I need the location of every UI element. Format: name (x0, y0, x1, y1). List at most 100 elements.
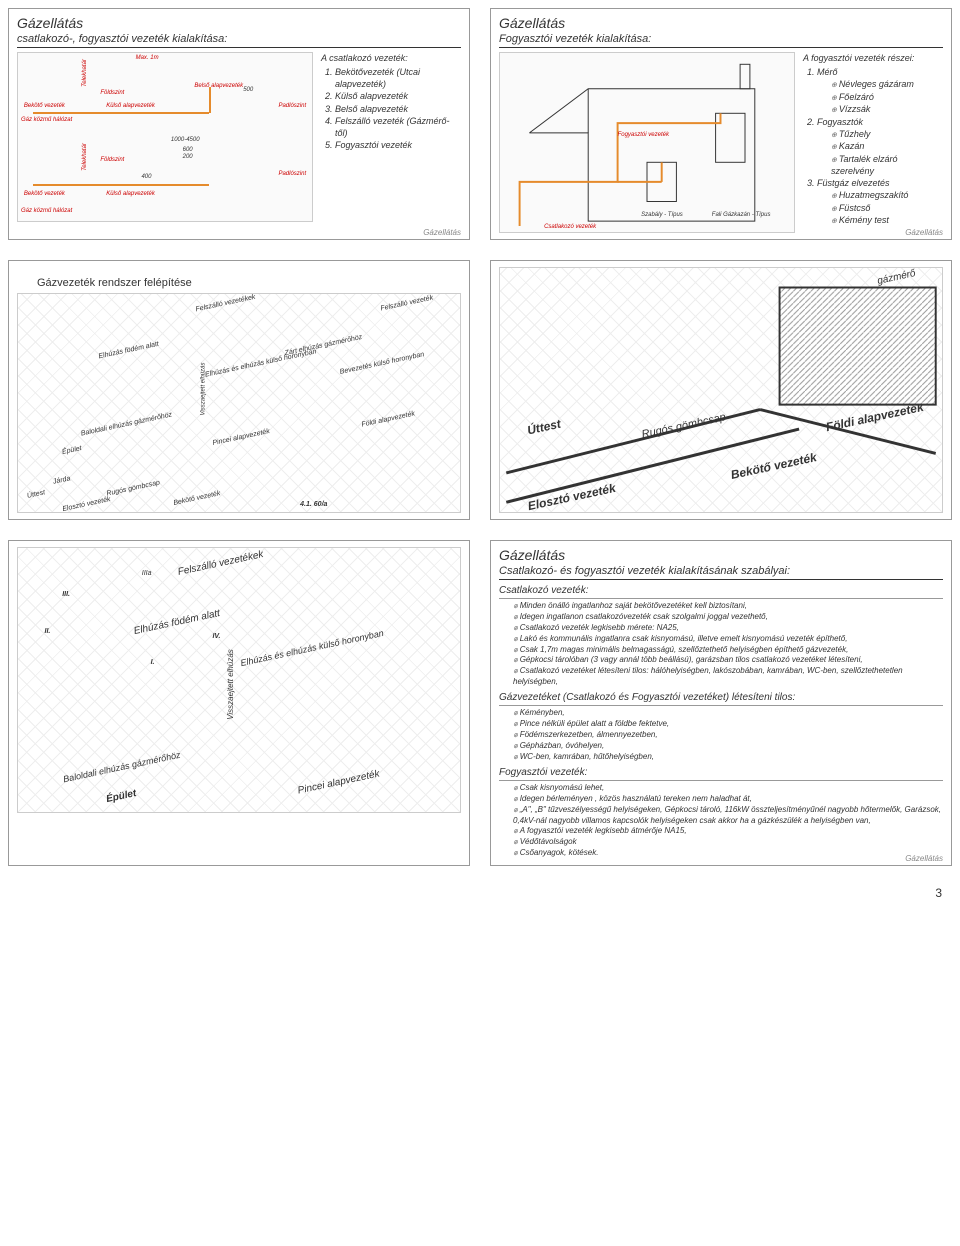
info-list: A fogyasztói vezeték részei: Mérő Névleg… (803, 52, 943, 233)
lbl-kulso: Külső alapvezeték (106, 103, 155, 109)
lbl-telek2: Telekhatár (82, 143, 88, 171)
rule-item: Védőtávolságok (513, 837, 943, 848)
lbl-telek: Telekhatár (82, 59, 88, 87)
rule-item: Csatlakozó vezeték legkisebb mérete: NA2… (513, 623, 943, 634)
lbl-kulso2: Külső alapvezeték (106, 191, 155, 197)
slide-footer: Gázellátás (905, 854, 943, 863)
rule-item: Csőanyagok, kötések. (513, 848, 943, 859)
slide-1: Gázellátás csatlakozó-, fogyasztói vezet… (8, 8, 470, 240)
sec-head: Fogyasztói vezeték: (499, 766, 943, 781)
lbl: Felszálló vezeték (380, 295, 434, 313)
rule-item: „A", „B" tűzveszélyességű helyiségeken, … (513, 805, 943, 826)
diagram-rendszer: Felszálló vezetékek Felszálló vezeték El… (17, 293, 461, 513)
list-item: Füstgáz elvezetés Huzatmegszakító Füstcs… (817, 177, 943, 226)
lbl: Baloldali elhúzás gázmérőhöz (62, 750, 181, 785)
sub-item: Főelzáró (831, 91, 943, 103)
lbl-bekoto2: Bekötő vezeték (24, 191, 65, 197)
list-item: Mérő Névleges gázáram Főelzáró Vízzsák (817, 66, 943, 115)
lbl-IV: IV. (212, 633, 220, 640)
slide-2: Gázellátás Fogyasztói vezeték kialakítás… (490, 8, 952, 240)
slide-subtitle: Fogyasztói vezeték kialakítása: (499, 33, 943, 48)
slide-subtitle: Csatlakozó- és fogyasztói vezeték kialak… (499, 565, 943, 580)
lbl: Pincei alapvezeték (297, 769, 381, 797)
lbl: Elhúzás födém alatt (133, 608, 221, 637)
rule-item: Gépházban, óvóhelyen, (513, 741, 943, 752)
lbl-padlo2: Padlószint (278, 171, 306, 177)
diagram-detail: gázmérő Épület Járda Úttest Rugós gömbcs… (499, 267, 943, 513)
slide-4: gázmérő Épület Járda Úttest Rugós gömbcs… (490, 260, 952, 520)
lbl-d600: 600 (183, 147, 193, 153)
diagram-csatlakozo: Max. 1m Földszint Belső alapvezeték Küls… (17, 52, 313, 222)
rule-item: A fogyasztói vezeték legkisebb átmérője … (513, 826, 943, 837)
lbl: Elhúzás födém alatt (97, 340, 159, 360)
lbl: Bekötő vezeték (172, 490, 220, 507)
lbl: Épület (106, 788, 138, 805)
sub-item: Tartalék elzáró szerelvény (831, 153, 943, 178)
lbl-fogyaszto: Fogyasztói vezeték (618, 132, 669, 138)
slide-6: Gázellátás Csatlakozó- és fogyasztói vez… (490, 540, 952, 865)
rule-item: Lakó és kommunális ingatlanra csak kisny… (513, 634, 943, 645)
lbl-d400: 400 (141, 174, 151, 180)
rule-item: Födémszerkezetben, álmennyezetben, (513, 730, 943, 741)
detail-svg (500, 268, 942, 512)
list-item: Belső alapvezeték (335, 103, 461, 115)
item-label: Füstgáz elvezetés (817, 178, 890, 188)
rule-item: Idegen ingatlanon csatlakozóvezeték csak… (513, 612, 943, 623)
lbl: Elosztó vezeték (62, 496, 111, 513)
lbl-ref: 4.1. 60/a (300, 501, 327, 508)
list-item: Bekötővezeték (Utcai alapvezeték) (335, 66, 461, 90)
sub-item: Füstcső (831, 202, 943, 214)
lbl: Visszaejtett elhúzás (226, 650, 235, 721)
slide-title: Gázellátás (499, 547, 943, 563)
rule-item: Csak kisnyomású lehet, (513, 783, 943, 794)
page-number: 3 (8, 886, 952, 900)
lbl-d500: 500 (243, 87, 253, 93)
info-head: A fogyasztói vezeték részei: (803, 52, 943, 64)
lbl: Felszálló vezetékek (177, 549, 265, 578)
slide-title: Gázellátás (17, 15, 461, 31)
diagram-fogyasztoi: Fogyasztói vezeték Csatlakozó vezeték Sz… (499, 52, 795, 233)
lbl-foldszint2: Földszint (100, 157, 124, 163)
slide-3: Gázvezeték rendszer felépítése Felszálló… (8, 260, 470, 520)
list-item: Felszálló vezeték (Gázmérő-től) (335, 115, 461, 139)
rule-item: Kéményben, (513, 708, 943, 719)
info-head: A csatlakozó vezeték: (321, 52, 461, 64)
sub-item: Kazán (831, 140, 943, 152)
lbl-szabaly: Szabály - Típus (641, 212, 683, 218)
lbl-falikazan: Fali Gázkazán - Típus (712, 212, 771, 218)
slide-grid: Gázellátás csatlakozó-, fogyasztói vezet… (8, 8, 952, 866)
lbl-I: I. (151, 659, 155, 666)
slide3-title: Gázvezeték rendszer felépítése (37, 277, 461, 289)
sub-item: Huzatmegszakító (831, 189, 943, 201)
lbl-bekoto: Bekötő vezeték (24, 103, 65, 109)
lbl: Pincei alapvezeték (212, 428, 271, 447)
lbl-III: III. (62, 591, 70, 598)
item-label: Mérő (817, 67, 838, 77)
slide-title: Gázellátás (499, 15, 943, 31)
rule-item: Csak 1,7m magas minimális belmagasságú, … (513, 645, 943, 656)
lbl-dim: 1000-4500 (171, 137, 200, 143)
lbl: Elhúzás és elhúzás külső horonyban (240, 628, 385, 668)
slide-5: Felszálló vezetékek Elhúzás födém alatt … (8, 540, 470, 865)
rule-item: WC-ben, kamrában, hűtőhelyiségben, (513, 752, 943, 763)
list-item: Külső alapvezeték (335, 90, 461, 102)
info-list: A csatlakozó vezeték: Bekötővezeték (Utc… (321, 52, 461, 222)
lbl: Visszaejtett elhúzás (201, 362, 207, 415)
sub-item: Kémény test (831, 214, 943, 226)
sec-head: Csatlakozó vezeték: (499, 584, 943, 599)
rule-item: Csatlakozó vezetéket létesíteni tilos: h… (513, 666, 943, 687)
lbl-IIIa: IIIa (142, 570, 152, 577)
lbl: Baloldali elhúzás gázmérőhöz (80, 411, 172, 437)
lbl: Zárt elhúzás gázmérőhöz (284, 334, 363, 357)
lbl: Földi alapvezeték (361, 411, 416, 429)
sub-item: Tűzhely (831, 128, 943, 140)
lbl-II: II. (45, 628, 51, 635)
lbl-foldszint: Földszint (100, 90, 124, 96)
rule-item: Idegen bérleményen , közös használatú te… (513, 794, 943, 805)
rule-item: Gépkocsi tárolóban (3 vagy annál több be… (513, 655, 943, 666)
rule-item: Pince nélküli épület alatt a földbe fekt… (513, 719, 943, 730)
list-item: Fogyasztói vezeték (335, 139, 461, 151)
lbl-max: Max. 1m (136, 55, 159, 61)
sec-head: Gázvezetéket (Csatlakozó és Fogyasztói v… (499, 691, 943, 706)
sub-item: Vízzsák (831, 103, 943, 115)
